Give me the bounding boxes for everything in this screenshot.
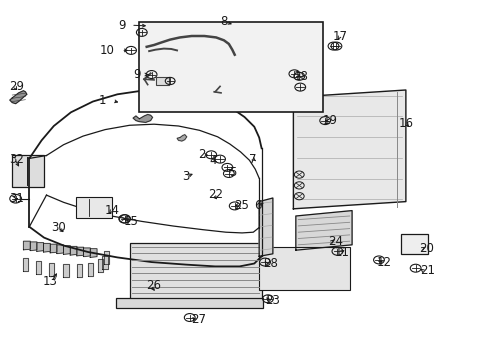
Text: 7: 7	[249, 153, 256, 166]
Polygon shape	[50, 244, 57, 253]
Polygon shape	[104, 251, 109, 264]
Bar	[155, 77, 169, 85]
Polygon shape	[133, 114, 152, 122]
Text: 16: 16	[398, 117, 413, 130]
Text: 10: 10	[100, 44, 115, 57]
Text: 14: 14	[105, 204, 120, 217]
Polygon shape	[102, 256, 107, 269]
Text: 8: 8	[220, 15, 227, 28]
Polygon shape	[88, 263, 93, 276]
Text: 28: 28	[263, 257, 277, 270]
Polygon shape	[63, 264, 68, 277]
Polygon shape	[90, 249, 97, 257]
Text: 15: 15	[123, 215, 138, 228]
Polygon shape	[57, 245, 63, 253]
Text: 12: 12	[376, 256, 391, 269]
Text: 20: 20	[419, 242, 433, 255]
Bar	[12, 155, 44, 187]
Text: 30: 30	[51, 221, 66, 234]
Text: 4: 4	[209, 154, 216, 167]
Bar	[259, 247, 349, 290]
Bar	[76, 197, 112, 218]
Bar	[116, 298, 263, 308]
Polygon shape	[36, 261, 41, 274]
Polygon shape	[77, 264, 81, 277]
Polygon shape	[98, 259, 102, 272]
Text: 22: 22	[207, 188, 223, 201]
Text: 21: 21	[420, 264, 435, 277]
Text: 32: 32	[9, 153, 23, 166]
Text: 18: 18	[293, 70, 307, 83]
Text: 24: 24	[328, 235, 343, 248]
Text: 23: 23	[264, 294, 279, 307]
Text: 29: 29	[9, 80, 24, 93]
Text: 9: 9	[133, 68, 141, 81]
Text: 1: 1	[99, 94, 106, 107]
Text: 25: 25	[233, 199, 248, 212]
Polygon shape	[10, 91, 27, 104]
Polygon shape	[23, 258, 28, 271]
Text: 13: 13	[43, 275, 58, 288]
Polygon shape	[30, 242, 37, 251]
Text: 3: 3	[182, 170, 189, 183]
Polygon shape	[259, 198, 272, 256]
Polygon shape	[83, 248, 90, 257]
Text: 26: 26	[145, 279, 161, 292]
Text: 11: 11	[334, 246, 349, 259]
Polygon shape	[177, 135, 186, 141]
Polygon shape	[43, 243, 50, 252]
Polygon shape	[293, 90, 405, 209]
Text: 27: 27	[190, 313, 205, 326]
Polygon shape	[37, 243, 43, 251]
Text: 5: 5	[228, 166, 236, 179]
Polygon shape	[63, 246, 70, 255]
Text: 2: 2	[198, 148, 205, 161]
Polygon shape	[77, 247, 83, 256]
Text: 9: 9	[119, 19, 126, 32]
Polygon shape	[23, 241, 30, 250]
Polygon shape	[70, 247, 77, 255]
Bar	[400, 234, 427, 254]
Polygon shape	[49, 263, 54, 276]
Text: 31: 31	[9, 192, 23, 205]
Polygon shape	[295, 211, 351, 250]
Text: 17: 17	[332, 30, 347, 42]
Bar	[129, 243, 261, 299]
Text: 6: 6	[254, 199, 261, 212]
Text: 19: 19	[322, 114, 337, 127]
Bar	[139, 22, 322, 112]
